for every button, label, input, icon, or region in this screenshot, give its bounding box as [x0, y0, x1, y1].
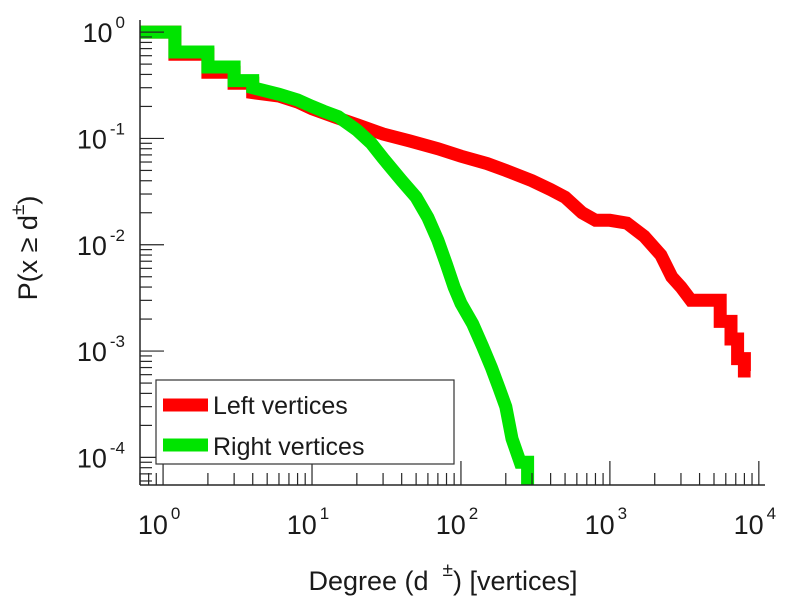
- x-tick-label-exponent: 3: [618, 504, 627, 523]
- x-tick-label: 10 2: [436, 504, 479, 540]
- x-tick-label: 10 1: [287, 504, 330, 540]
- series-line-right-vertices: [140, 25, 535, 485]
- x-tick-label-exponent: 1: [320, 504, 329, 523]
- y-tick-label-exponent: -2: [110, 226, 125, 245]
- y-tick-label-exponent: -3: [110, 332, 125, 351]
- x-tick-label-exponent: 0: [171, 504, 180, 523]
- y-tick-label-exponent: -4: [110, 438, 125, 457]
- y-tick-label-base: 10: [82, 18, 112, 48]
- x-tick-label-base: 10: [287, 510, 317, 540]
- legend-label-left-vertices: Left vertices: [213, 392, 348, 420]
- y-tick-label: 10 -3: [77, 332, 125, 367]
- y-tick-label: 10 -4: [77, 438, 125, 473]
- y-tick-label-base: 10: [77, 231, 107, 261]
- x-tick-label-base: 10: [436, 510, 466, 540]
- y-axis-label-before: P(x ≥ d: [13, 215, 43, 300]
- y-axis-label-sup: ±: [8, 205, 29, 215]
- x-axis-label: Degree (d ±) [vertices]: [308, 560, 577, 596]
- x-tick-label: 10 3: [585, 504, 628, 540]
- x-tick-label-base: 10: [138, 510, 168, 540]
- x-tick-label-base: 10: [734, 510, 764, 540]
- legend: Left vertices Right vertices: [155, 379, 455, 465]
- x-tick-label-base: 10: [585, 510, 615, 540]
- y-tick-label: 10 -2: [77, 226, 125, 261]
- y-axis-label: P(x ≥ d±): [8, 196, 43, 301]
- series-layer: [140, 25, 751, 485]
- y-tick-label-base: 10: [77, 337, 107, 367]
- axes-layer: 10 0 10 1 10 2 10 3 10 410 010 -110 -210 -310 -4: [77, 13, 776, 540]
- y-tick-label-base: 10: [77, 124, 107, 154]
- x-tick-label-exponent: 2: [469, 504, 478, 523]
- x-axis-label-sup: ±: [443, 560, 453, 581]
- y-axis-label-after: ): [13, 196, 43, 205]
- x-tick-label: 10 0: [138, 504, 181, 540]
- y-tick-label-exponent: -1: [110, 119, 125, 138]
- y-tick-label-exponent: 0: [116, 13, 125, 32]
- x-axis-label-after: ) [vertices]: [453, 566, 578, 596]
- x-axis-label-before: Degree (d: [308, 566, 428, 596]
- legend-label-right-vertices: Right vertices: [213, 433, 364, 461]
- x-tick-label: 10 4: [734, 504, 777, 540]
- y-tick-label: 10 0: [82, 13, 125, 48]
- y-tick-label-base: 10: [77, 443, 107, 473]
- y-tick-label: 10 -1: [77, 119, 125, 154]
- x-tick-label-exponent: 4: [767, 504, 776, 523]
